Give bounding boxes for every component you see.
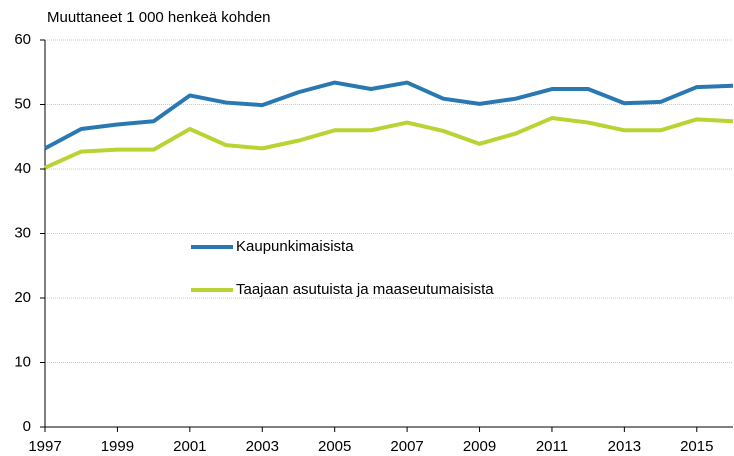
data-line	[44, 80, 734, 151]
legend-label: Taajaan asutuista ja maaseutumaisista	[236, 281, 494, 298]
x-tick-label: 1999	[101, 438, 134, 455]
x-tick-label: 2009	[463, 438, 496, 455]
y-tick-label: 30	[14, 224, 31, 241]
x-tick-label: 1997	[28, 438, 61, 455]
y-tick-label: 60	[14, 31, 31, 48]
y-tick-label: 40	[14, 160, 31, 177]
x-tick-label: 2011	[536, 438, 568, 455]
x-tick-label: 2005	[318, 438, 351, 455]
x-tick-label: 2015	[680, 438, 713, 455]
y-tick-label: 0	[23, 418, 31, 435]
y-axis-label: Muuttaneet 1 000 henkeä kohden	[47, 9, 271, 26]
y-tick-label: 10	[14, 353, 31, 370]
x-tick-label: 2007	[390, 438, 423, 455]
x-tick-label: 2013	[608, 438, 641, 455]
y-tick-label: 50	[14, 95, 31, 112]
x-tick-label: 2003	[246, 438, 279, 455]
y-tick-label: 20	[14, 289, 31, 306]
x-tick-label: 2001	[173, 438, 206, 455]
data-line	[44, 116, 734, 170]
legend-label: Kaupunkimaisista	[236, 238, 354, 255]
